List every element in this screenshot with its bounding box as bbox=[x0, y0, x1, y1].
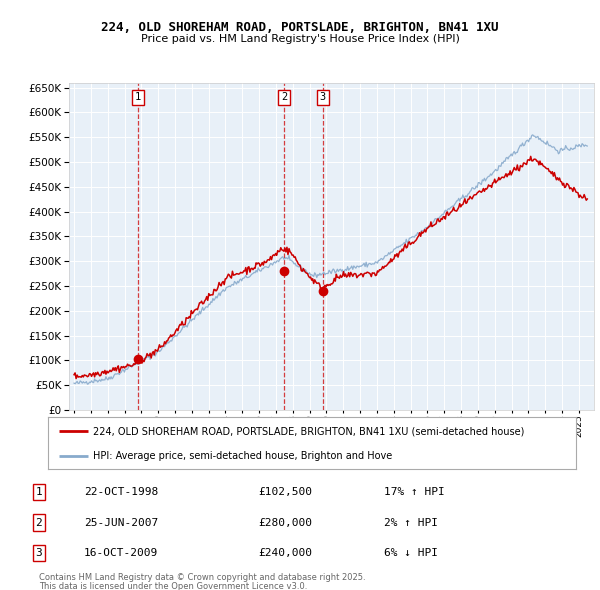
Text: 6% ↓ HPI: 6% ↓ HPI bbox=[384, 548, 438, 558]
Text: 1: 1 bbox=[135, 93, 141, 102]
Text: 2: 2 bbox=[35, 517, 43, 527]
Text: 16-OCT-2009: 16-OCT-2009 bbox=[84, 548, 158, 558]
Text: 25-JUN-2007: 25-JUN-2007 bbox=[84, 517, 158, 527]
Text: 3: 3 bbox=[320, 93, 326, 102]
Text: 224, OLD SHOREHAM ROAD, PORTSLADE, BRIGHTON, BN41 1XU: 224, OLD SHOREHAM ROAD, PORTSLADE, BRIGH… bbox=[101, 21, 499, 34]
Text: £280,000: £280,000 bbox=[258, 517, 312, 527]
Text: 17% ↑ HPI: 17% ↑ HPI bbox=[384, 487, 445, 497]
Text: 3: 3 bbox=[35, 548, 43, 558]
Text: 1: 1 bbox=[35, 487, 43, 497]
Text: 22-OCT-1998: 22-OCT-1998 bbox=[84, 487, 158, 497]
Text: 2: 2 bbox=[281, 93, 287, 102]
Text: 2% ↑ HPI: 2% ↑ HPI bbox=[384, 517, 438, 527]
Text: £240,000: £240,000 bbox=[258, 548, 312, 558]
Text: HPI: Average price, semi-detached house, Brighton and Hove: HPI: Average price, semi-detached house,… bbox=[93, 451, 392, 461]
Text: This data is licensed under the Open Government Licence v3.0.: This data is licensed under the Open Gov… bbox=[39, 582, 307, 590]
Text: £102,500: £102,500 bbox=[258, 487, 312, 497]
Text: Price paid vs. HM Land Registry's House Price Index (HPI): Price paid vs. HM Land Registry's House … bbox=[140, 34, 460, 44]
Text: 224, OLD SHOREHAM ROAD, PORTSLADE, BRIGHTON, BN41 1XU (semi-detached house): 224, OLD SHOREHAM ROAD, PORTSLADE, BRIGH… bbox=[93, 426, 524, 436]
Text: Contains HM Land Registry data © Crown copyright and database right 2025.: Contains HM Land Registry data © Crown c… bbox=[39, 573, 365, 582]
